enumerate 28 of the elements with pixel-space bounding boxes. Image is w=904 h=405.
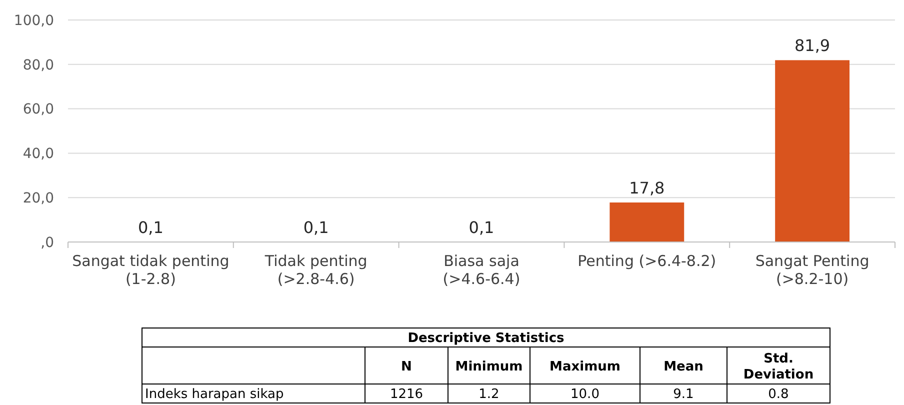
data-label: 0,1: [138, 218, 164, 237]
x-tick-label: Tidak penting (>2.8-4.6): [264, 252, 368, 288]
y-tick-label: 20,0: [22, 190, 54, 206]
text: 9.1: [673, 387, 694, 402]
category-label: Minimum: [455, 360, 523, 374]
category-label: Mean: [664, 360, 704, 374]
text: Indeks harapan sikap: [145, 387, 284, 402]
y-tick-label: 60,0: [22, 102, 54, 118]
category-label: N: [401, 360, 412, 374]
text: 10.0: [570, 387, 600, 402]
x-tick-label: Sangat Penting (>8.2-10): [755, 252, 870, 288]
text: Descriptive Statistics: [408, 331, 565, 346]
category-label: Std. Deviation: [743, 352, 814, 382]
data-label: 0,1: [468, 218, 494, 237]
data-label: 0,1: [303, 218, 329, 237]
x-tick-label: Biasa saja (>4.6-6.4): [442, 252, 520, 288]
y-tick-label: 40,0: [22, 146, 54, 162]
text: 0.8: [768, 387, 789, 402]
y-tick-label: 80,0: [22, 57, 54, 74]
x-tick-label: Sangat tidak penting (1-2.8): [72, 252, 230, 288]
category-label: Maximum: [550, 360, 620, 374]
text: 1.2: [478, 387, 500, 402]
x-tick-label: Penting (>6.4-8.2): [578, 252, 716, 270]
data-label: 81,9: [794, 36, 830, 56]
text: 1216: [390, 387, 424, 402]
data-label: 17,8: [629, 178, 665, 198]
y-tick-label: ,0: [40, 234, 54, 251]
y-tick-label: 100,0: [14, 12, 54, 29]
